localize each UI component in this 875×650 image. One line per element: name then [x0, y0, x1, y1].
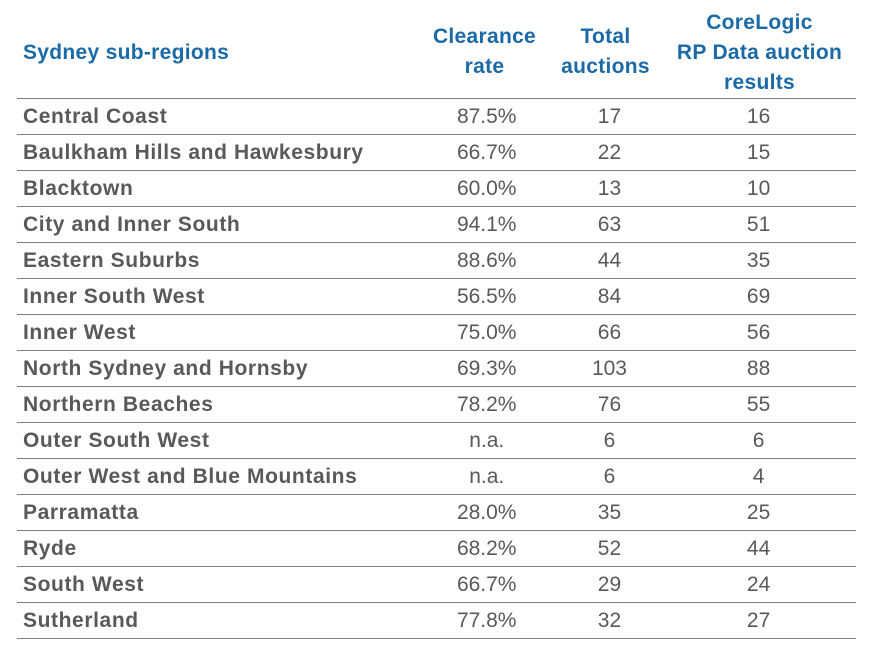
results-cell: 55	[746, 392, 771, 416]
clearance-rate-cell: 94.1%	[456, 212, 517, 236]
region-cell: City and Inner South	[23, 212, 241, 236]
region-cell: Baulkham Hills and Hawkesbury	[23, 140, 364, 164]
table-row: Inner South West 56.5% 84 69	[17, 279, 856, 315]
clearance-rate-cell: 88.6%	[456, 248, 517, 272]
total-auctions-cell: 22	[597, 140, 622, 164]
results-cell: 56	[746, 320, 771, 344]
region-cell: South West	[23, 572, 145, 596]
results-cell: 15	[746, 140, 771, 164]
table-row: Sutherland 77.8% 32 27	[17, 603, 856, 639]
total-auctions-cell: 63	[597, 212, 622, 236]
results-cell: 35	[746, 248, 771, 272]
results-cell: 10	[746, 176, 771, 200]
region-cell: Eastern Suburbs	[23, 248, 201, 272]
total-auctions-cell: 6	[603, 428, 616, 452]
table-row: Eastern Suburbs 88.6% 44 35	[17, 243, 856, 279]
table-row: Outer South West n.a. 6 6	[17, 423, 856, 459]
table-row: Inner West 75.0% 66 56	[17, 315, 856, 351]
region-cell: Parramatta	[23, 500, 139, 524]
total-auctions-cell: 32	[597, 608, 622, 632]
clearance-rate-cell: 87.5%	[456, 104, 517, 128]
results-cell: 25	[746, 500, 771, 524]
region-cell: Outer South West	[23, 428, 210, 452]
total-auctions-cell: 52	[597, 536, 622, 560]
results-cell: 69	[746, 284, 771, 308]
results-cell: 51	[746, 212, 771, 236]
table-body: Central Coast 87.5% 17 16 Baulkham Hills and…	[17, 99, 856, 639]
total-auctions-cell: 6	[603, 464, 616, 488]
clearance-rate-cell: 66.7%	[456, 140, 517, 164]
clearance-rate-cell: 60.0%	[456, 176, 517, 200]
clearance-rate-cell: 66.7%	[456, 572, 517, 596]
clearance-rate-cell: n.a.	[469, 428, 505, 452]
results-cell: 4	[752, 464, 765, 488]
region-cell: Inner South West	[23, 284, 205, 308]
results-cell: 16	[746, 104, 771, 128]
clearance-rate-cell: n.a.	[469, 464, 505, 488]
region-cell: Ryde	[23, 536, 77, 560]
total-auctions-cell: 29	[597, 572, 622, 596]
table-row: Ryde 68.2% 52 44	[17, 531, 856, 567]
region-cell: North Sydney and Hornsby	[23, 356, 309, 380]
clearance-rate-cell: 56.5%	[456, 284, 517, 308]
table-row: City and Inner South 94.1% 63 51	[17, 207, 856, 243]
table-row: Northern Beaches 78.2% 76 55	[17, 387, 856, 423]
results-cell: 44	[746, 536, 771, 560]
results-cell: 24	[746, 572, 771, 596]
clearance-rate-cell: 78.2%	[456, 392, 517, 416]
region-cell: Blacktown	[23, 176, 134, 200]
total-auctions-cell: 103	[591, 356, 627, 380]
clearance-rate-cell: 77.8%	[456, 608, 517, 632]
table-header: Sydney sub-regions Clearance rate Total …	[17, 8, 856, 99]
table-row: Outer West and Blue Mountains n.a. 6 4	[17, 459, 856, 495]
clearance-rate-cell: 68.2%	[456, 536, 517, 560]
clearance-rate-cell: 69.3%	[456, 356, 517, 380]
table-row: Baulkham Hills and Hawkesbury 66.7% 22 15	[17, 135, 856, 171]
results-cell: 6	[752, 428, 765, 452]
auction-results-table: Sydney sub-regions Clearance rate Total …	[17, 8, 856, 639]
total-auctions-cell: 35	[597, 500, 622, 524]
table-row: Parramatta 28.0% 35 25	[17, 495, 856, 531]
clearance-rate-cell: 28.0%	[456, 500, 517, 524]
total-auctions-cell: 17	[597, 104, 622, 128]
header-region: Sydney sub-regions	[23, 41, 230, 64]
header-clearance-rate: Clearance rate	[432, 25, 537, 78]
clearance-rate-cell: 75.0%	[456, 320, 517, 344]
total-auctions-cell: 44	[597, 248, 622, 272]
table-row: Blacktown 60.0% 13 10	[17, 171, 856, 207]
total-auctions-cell: 66	[597, 320, 622, 344]
total-auctions-cell: 76	[597, 392, 622, 416]
header-corelogic-results: CoreLogic RP Data auction results	[676, 11, 843, 94]
table-row: Central Coast 87.5% 17 16	[17, 99, 856, 135]
total-auctions-cell: 13	[597, 176, 622, 200]
header-total-auctions: Total auctions	[561, 25, 650, 78]
results-cell: 27	[746, 608, 771, 632]
table-row: North Sydney and Hornsby 69.3% 103 88	[17, 351, 856, 387]
region-cell: Inner West	[23, 320, 136, 344]
results-cell: 88	[746, 356, 771, 380]
region-cell: Northern Beaches	[23, 392, 214, 416]
region-cell: Outer West and Blue Mountains	[23, 464, 358, 488]
region-cell: Central Coast	[23, 104, 168, 128]
region-cell: Sutherland	[23, 608, 139, 632]
total-auctions-cell: 84	[597, 284, 622, 308]
table-row: South West 66.7% 29 24	[17, 567, 856, 603]
